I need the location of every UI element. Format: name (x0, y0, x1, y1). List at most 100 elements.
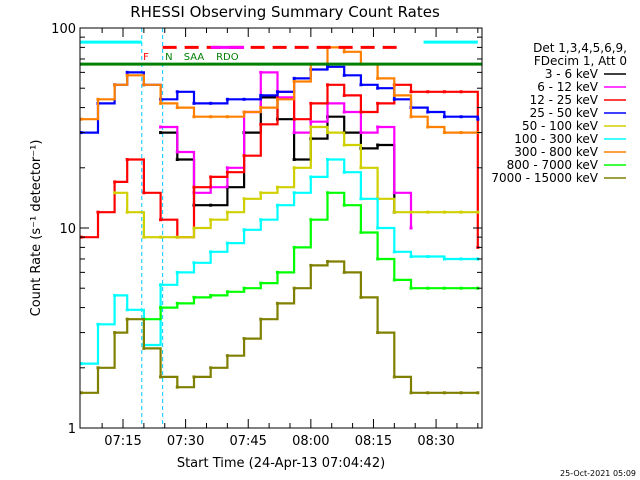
series-point (442, 131, 446, 135)
series-point (309, 175, 313, 179)
series-point (96, 97, 100, 101)
series-point (359, 197, 363, 201)
y-tick-label: 100 (51, 22, 76, 37)
series-point (125, 158, 129, 162)
annotation-label: SAA (184, 52, 205, 63)
series-point (225, 170, 229, 174)
x-axis: 07:15 07:30 07:45 08:00 08:15 08:30 (101, 28, 479, 449)
series-point (113, 180, 117, 184)
series-point (459, 115, 463, 119)
series-point (125, 308, 129, 312)
series-line-0 (160, 96, 396, 213)
series-point (359, 110, 363, 114)
series-point (426, 90, 430, 94)
series-point (209, 115, 213, 119)
series-point (242, 337, 246, 341)
series-point (275, 97, 279, 101)
series-point (275, 203, 279, 207)
series-point (309, 101, 313, 105)
legend-entry-label: 3 - 6 keV (545, 67, 599, 81)
series-point (392, 210, 396, 214)
series-point (113, 83, 117, 87)
series-point (442, 115, 446, 119)
series-point (192, 226, 196, 230)
series-point (125, 210, 129, 214)
series-point (192, 185, 196, 189)
series-point (125, 70, 129, 74)
series-point (209, 250, 213, 254)
series-point (292, 76, 296, 80)
series-point (159, 218, 163, 222)
series-point (326, 83, 330, 87)
series-point (259, 70, 263, 74)
series-point (175, 106, 179, 110)
annotation-label: RDO (216, 52, 239, 63)
series-point (409, 286, 413, 290)
series-point (459, 391, 463, 395)
series-point (342, 93, 346, 97)
series-point (359, 131, 363, 135)
series-point (175, 385, 179, 389)
series-point (96, 366, 100, 370)
series-line-2 (81, 83, 479, 248)
series-point (309, 120, 313, 124)
series-point (275, 270, 279, 274)
series-point (292, 286, 296, 290)
series-point (242, 286, 246, 290)
series-point (442, 210, 446, 214)
series-point (275, 301, 279, 305)
series-point (392, 278, 396, 282)
series-point (392, 191, 396, 195)
series-point (125, 73, 129, 77)
series-point (142, 83, 146, 87)
series-point (376, 76, 380, 80)
legend-entry-label: 6 - 12 keV (537, 80, 599, 94)
series-point (326, 131, 330, 135)
series-point (392, 97, 396, 101)
series-point (192, 375, 196, 379)
y-tick-label: 1 (68, 422, 76, 437)
x-tick-label: 08:00 (292, 434, 329, 449)
series-point (159, 101, 163, 105)
series-point (376, 143, 380, 147)
series-point (392, 375, 396, 379)
series-point (292, 191, 296, 195)
series-point (426, 391, 430, 395)
series-point (175, 301, 179, 305)
series-point (242, 97, 246, 101)
series-point (96, 210, 100, 214)
series-point (409, 90, 413, 94)
series-point (159, 131, 163, 135)
series-point (342, 110, 346, 114)
series-point (292, 245, 296, 249)
series-point (342, 270, 346, 274)
series-point (459, 210, 463, 214)
series-point (175, 270, 179, 274)
series-point (376, 125, 380, 129)
series-point (442, 257, 446, 261)
series-point (225, 354, 229, 358)
series-point (225, 210, 229, 214)
series-point (309, 125, 313, 129)
series-point (259, 317, 263, 321)
series-point (292, 80, 296, 84)
series-point (159, 235, 163, 239)
series-point (426, 110, 430, 114)
series-line-8 (81, 260, 478, 394)
series-point (142, 191, 146, 195)
series-point (376, 226, 380, 230)
series-point (125, 317, 129, 321)
series-point (209, 366, 213, 370)
series-point (242, 228, 246, 232)
series-point (259, 191, 263, 195)
series-point (476, 117, 480, 121)
series-point (80, 391, 83, 395)
series-point (225, 290, 229, 294)
series-point (175, 235, 179, 239)
series-point (326, 259, 330, 263)
series-point (409, 255, 413, 259)
series-point (292, 166, 296, 170)
series-point (442, 90, 446, 94)
series-point (476, 210, 480, 214)
